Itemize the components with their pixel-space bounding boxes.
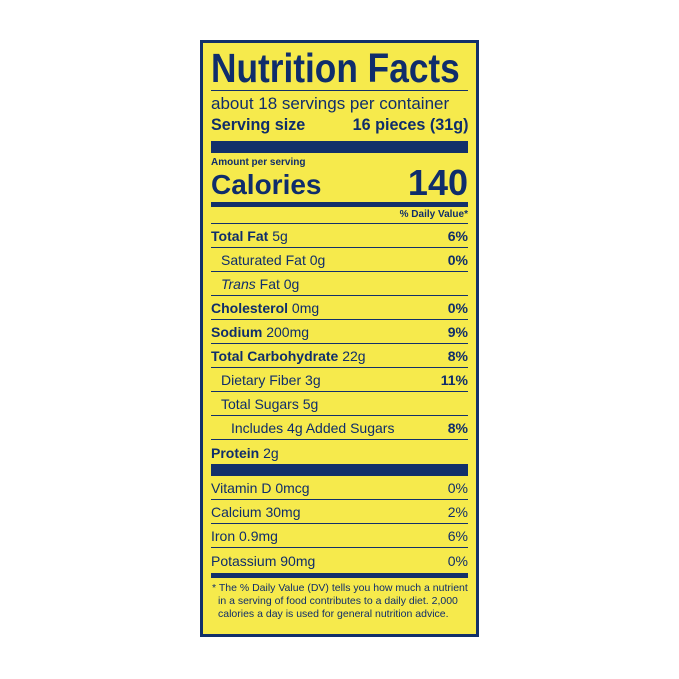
- nutrient-name: Cholesterol: [211, 300, 289, 316]
- vitamin-dv: 0%: [447, 553, 468, 569]
- nutrient-amount: 200mg: [266, 324, 310, 340]
- vitamin-text: Potassium 90mg: [211, 553, 316, 569]
- nutrient-name: Dietary Fiber: [221, 372, 302, 388]
- nutrition-facts-label: Nutrition Facts about 18 servings per co…: [200, 40, 479, 637]
- nutrient-dv: 0%: [447, 300, 468, 316]
- nutrient-row-total-fat: Total Fat 5g 6%: [211, 224, 468, 248]
- daily-value-header: % Daily Value*: [211, 207, 468, 224]
- nutrient-amount: 5g: [272, 228, 288, 244]
- vitamin-text: Iron 0.9mg: [211, 528, 278, 544]
- nutrient-name: Protein: [211, 445, 260, 461]
- vitamin-row: Iron 0.9mg 6%: [211, 524, 468, 548]
- vitamin-row: Calcium 30mg 2%: [211, 500, 468, 524]
- nutrient-row-sodium: Sodium 200mg 9%: [211, 320, 468, 344]
- nutrient-dv: 9%: [447, 324, 468, 340]
- nutrient-name: Total Fat: [211, 228, 269, 244]
- nutrient-row-saturated-fat: Saturated Fat 0g 0%: [211, 248, 468, 272]
- nutrient-row-total-carbohydrate: Total Carbohydrate 22g 8%: [211, 344, 468, 368]
- nutrient-dv: 6%: [447, 228, 468, 244]
- nutrient-name-suffix: Fat: [259, 276, 280, 292]
- serving-size: Serving size 16 pieces (31g): [211, 114, 468, 136]
- vitamin-dv: 6%: [447, 528, 468, 544]
- nutrient-name: Saturated Fat: [221, 252, 306, 268]
- nutrient-row-dietary-fiber: Dietary Fiber 3g 11%: [211, 368, 468, 392]
- nutrient-amount: 0g: [309, 252, 326, 268]
- nutrient-amount: 0g: [283, 276, 300, 292]
- vitamin-row: Potassium 90mg 0%: [211, 548, 468, 572]
- nutrient-row-protein: Protein 2g: [211, 440, 468, 464]
- divider: [211, 90, 468, 91]
- vitamin-dv: 2%: [447, 504, 468, 520]
- nutrient-name: Total Sugars: [221, 396, 299, 412]
- calories-label: Calories: [211, 169, 322, 200]
- nutrient-dv: 11%: [440, 372, 468, 388]
- nutrient-row-total-sugars: Total Sugars 5g: [211, 392, 468, 416]
- thick-divider: [211, 141, 468, 153]
- vitamin-text: Calcium 30mg: [211, 504, 301, 520]
- nutrient-name: Includes 4g Added Sugars: [231, 420, 395, 436]
- serving-size-value: 16 pieces (31g): [352, 115, 469, 134]
- medium-divider: [211, 573, 468, 578]
- nutrient-name: Total Carbohydrate: [211, 348, 339, 364]
- nutrient-amount: 22g: [342, 348, 366, 364]
- nutrient-amount: 3g: [305, 372, 321, 388]
- nutrient-amount: 0mg: [291, 300, 320, 316]
- nutrient-name: Sodium: [211, 324, 263, 340]
- vitamin-text: Vitamin D 0mcg: [211, 480, 310, 496]
- thick-divider: [211, 464, 468, 476]
- serving-size-label: Serving size: [211, 115, 306, 134]
- calories-value: 140: [407, 162, 468, 203]
- nutrient-row-added-sugars: Includes 4g Added Sugars 8%: [211, 416, 468, 440]
- footnote: * The % Daily Value (DV) tells you how m…: [212, 582, 468, 620]
- nutrient-row-cholesterol: Cholesterol 0mg 0%: [211, 296, 468, 320]
- label-title: Nutrition Facts: [211, 45, 460, 91]
- nutrient-dv: 0%: [447, 252, 468, 268]
- nutrient-amount: 5g: [302, 396, 319, 412]
- nutrient-amount: 2g: [263, 445, 279, 461]
- nutrient-dv: 8%: [447, 420, 468, 436]
- calories-row: Calories 140: [211, 162, 468, 203]
- nutrient-dv: 8%: [447, 348, 468, 364]
- nutrient-row-trans-fat: Trans Fat 0g: [211, 272, 468, 296]
- medium-divider: [211, 202, 468, 207]
- servings-per-container: about 18 servings per container: [211, 94, 450, 113]
- amount-per-serving: Amount per serving: [211, 157, 306, 168]
- nutrient-name: Trans: [221, 276, 256, 292]
- vitamin-row: Vitamin D 0mcg 0%: [211, 476, 468, 500]
- vitamin-dv: 0%: [447, 480, 468, 496]
